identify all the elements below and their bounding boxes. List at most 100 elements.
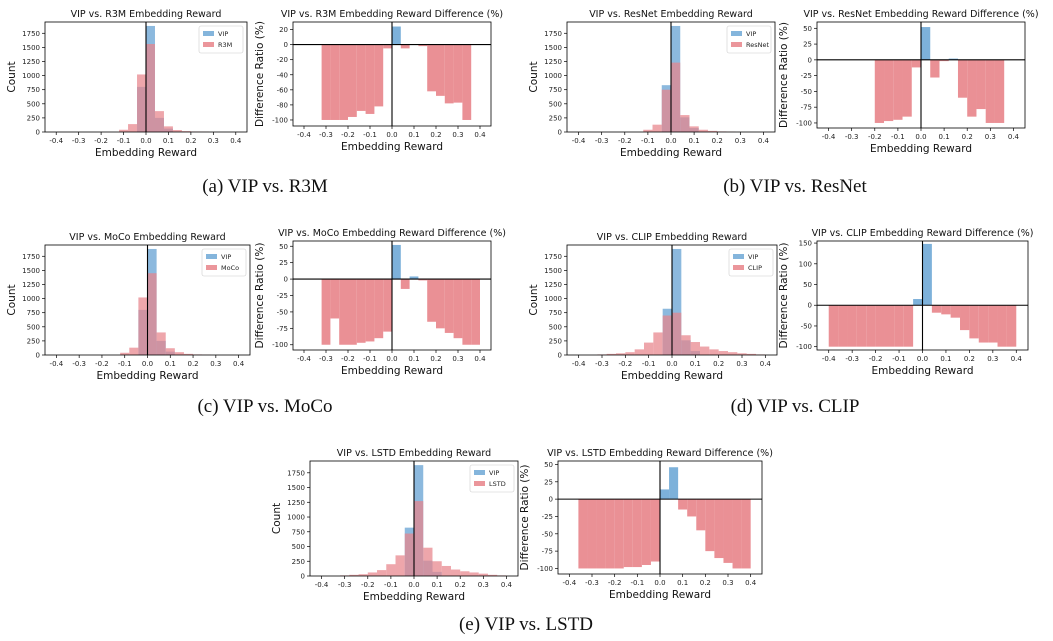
difference-xtick-label: -0.3	[319, 131, 333, 139]
difference-xtick-label: -0.2	[341, 355, 355, 363]
histogram-ytick-label: 500	[27, 323, 40, 331]
difference-xtick-label: -0.4	[297, 355, 311, 363]
histogram-ytick-label: 1250	[287, 499, 305, 507]
histogram-xtick-label: 0.4	[501, 581, 513, 589]
difference-bar	[365, 44, 375, 114]
difference-xtick-label: 0.1	[940, 355, 951, 363]
histogram-bar-r3m	[119, 129, 129, 132]
difference-bar	[828, 305, 839, 347]
difference-bar	[922, 243, 932, 306]
panel-c: -0.4 -0.3 -0.2 -0.1 0.0 0.1 0.2 0.3 0.4025050075…	[6, 228, 506, 417]
difference-xtick-label: -0.2	[341, 131, 355, 139]
histogram-bar-r3m	[181, 131, 191, 132]
difference-bar	[741, 499, 751, 569]
difference-bar	[330, 279, 340, 319]
histogram-xtick-label: -0.3	[338, 581, 352, 589]
difference-bar	[453, 44, 463, 103]
histogram-bar-clip	[690, 342, 700, 355]
difference-ytick-label: -75	[801, 104, 812, 112]
difference-bar	[875, 305, 885, 347]
difference-xtick-label: 0.0	[386, 355, 397, 363]
difference-ytick-label: -100	[272, 341, 288, 349]
difference-xtick-label: 0.3	[722, 579, 733, 587]
histogram-bar-lstd	[487, 574, 498, 576]
histogram-bar-clip	[634, 349, 644, 355]
difference-xtick-label: 0.0	[917, 355, 928, 363]
difference-ytick-label: -80	[277, 101, 288, 109]
histogram-xtick-label: 0.2	[187, 360, 198, 368]
difference-bar	[847, 305, 857, 347]
difference-bar	[453, 279, 463, 339]
legend: VIP LSTD	[469, 464, 515, 493]
histogram-bar-lstd	[450, 569, 461, 576]
difference-xtick-label: 0.0	[654, 579, 665, 587]
difference-ytick-label: -60	[277, 86, 288, 94]
difference-bar	[418, 279, 428, 281]
histogram-xtick-label: -0.2	[618, 360, 632, 368]
histogram-bar-r3m	[128, 124, 138, 132]
histogram-xtick-label: 0.4	[230, 137, 242, 145]
histogram-ytick-label: 1750	[22, 253, 40, 261]
histogram-xtick-label: -0.2	[618, 137, 632, 145]
difference-bar	[967, 59, 977, 117]
histogram-xtick-label: -0.4	[572, 137, 586, 145]
legend-label-moco: MoCo	[221, 264, 239, 272]
difference-x-axis-label: Embedding Reward	[341, 141, 443, 153]
legend-label-r3m: R3M	[218, 41, 232, 49]
difference-bar	[994, 59, 1005, 123]
difference-bar	[444, 279, 454, 333]
histogram-xtick-label: 0.3	[478, 581, 489, 589]
difference-xtick-label: 0.4	[474, 355, 486, 363]
histogram-bar-vip	[672, 248, 682, 355]
difference-title: VIP vs. ResNet Embedding Reward Differen…	[803, 9, 1038, 20]
histogram-xtick-label: 0.4	[760, 360, 772, 368]
histogram-ytick-label: 1000	[22, 295, 40, 303]
histogram-ytick-label: 1500	[287, 484, 305, 492]
difference-bar	[960, 305, 970, 331]
histogram-bar-clip	[709, 349, 719, 355]
difference-xtick-label: 0.3	[452, 355, 463, 363]
histogram-chart: -0.4 -0.3 -0.2 -0.1 0.0 0.1 0.2 0.3 0.4 0 250 500 75…	[6, 232, 251, 382]
histogram-bar-moco	[174, 352, 184, 355]
panel-b: -0.4 -0.3 -0.2 -0.1 0.0 0.1 0.2 0.3 0.4025050075…	[528, 9, 1039, 197]
difference-bar	[383, 279, 392, 332]
histogram-ytick-label: 1250	[22, 281, 40, 289]
difference-y-axis-label: Difference Ratio (%)	[778, 22, 790, 128]
histogram-bar-lstd	[349, 574, 359, 576]
histogram-ytick-label: 1250	[22, 58, 40, 66]
difference-bar	[660, 489, 670, 500]
histogram-bar-clip	[616, 353, 626, 355]
difference-xtick-label: 0.1	[408, 355, 419, 363]
histogram-y-axis-label: Count	[528, 284, 540, 315]
difference-bar	[884, 305, 895, 347]
difference-bar	[838, 305, 848, 347]
histogram-bar-resnet	[698, 129, 708, 132]
difference-bar	[400, 279, 410, 289]
legend-swatch-r3m	[203, 42, 214, 47]
histogram-xtick-label: -0.3	[595, 137, 609, 145]
difference-xtick-label: -0.1	[891, 133, 905, 141]
legend: VIP R3M	[198, 25, 244, 54]
difference-xtick-label: -0.4	[562, 579, 576, 587]
histogram-bar-clip	[718, 351, 728, 355]
histogram-xtick-label: -0.3	[595, 360, 609, 368]
difference-title: VIP vs. LSTD Embedding Reward Difference…	[547, 448, 773, 459]
difference-ytick-label: -50	[801, 88, 812, 96]
difference-xtick-label: -0.2	[869, 355, 883, 363]
histogram-ytick-label: 250	[549, 337, 562, 345]
histogram-xtick-label: 0.3	[210, 360, 221, 368]
legend-label-vip: VIP	[748, 253, 758, 261]
difference-ytick-label: -100	[272, 116, 288, 124]
histogram-xtick-label: -0.1	[118, 360, 132, 368]
legend-swatch-vip	[731, 31, 742, 36]
histogram-ytick-label: 1000	[22, 72, 40, 80]
difference-title: VIP vs. R3M Embedding Reward Difference …	[281, 9, 503, 20]
difference-bar	[931, 305, 942, 313]
difference-xtick-label: 0.2	[962, 133, 973, 141]
difference-bar	[596, 499, 606, 569]
histogram-bar-lstd	[377, 570, 387, 576]
difference-bar	[374, 279, 384, 339]
difference-ytick-label: 50	[544, 461, 553, 469]
histogram-bar-lstd	[395, 555, 405, 576]
difference-bar	[650, 499, 660, 562]
